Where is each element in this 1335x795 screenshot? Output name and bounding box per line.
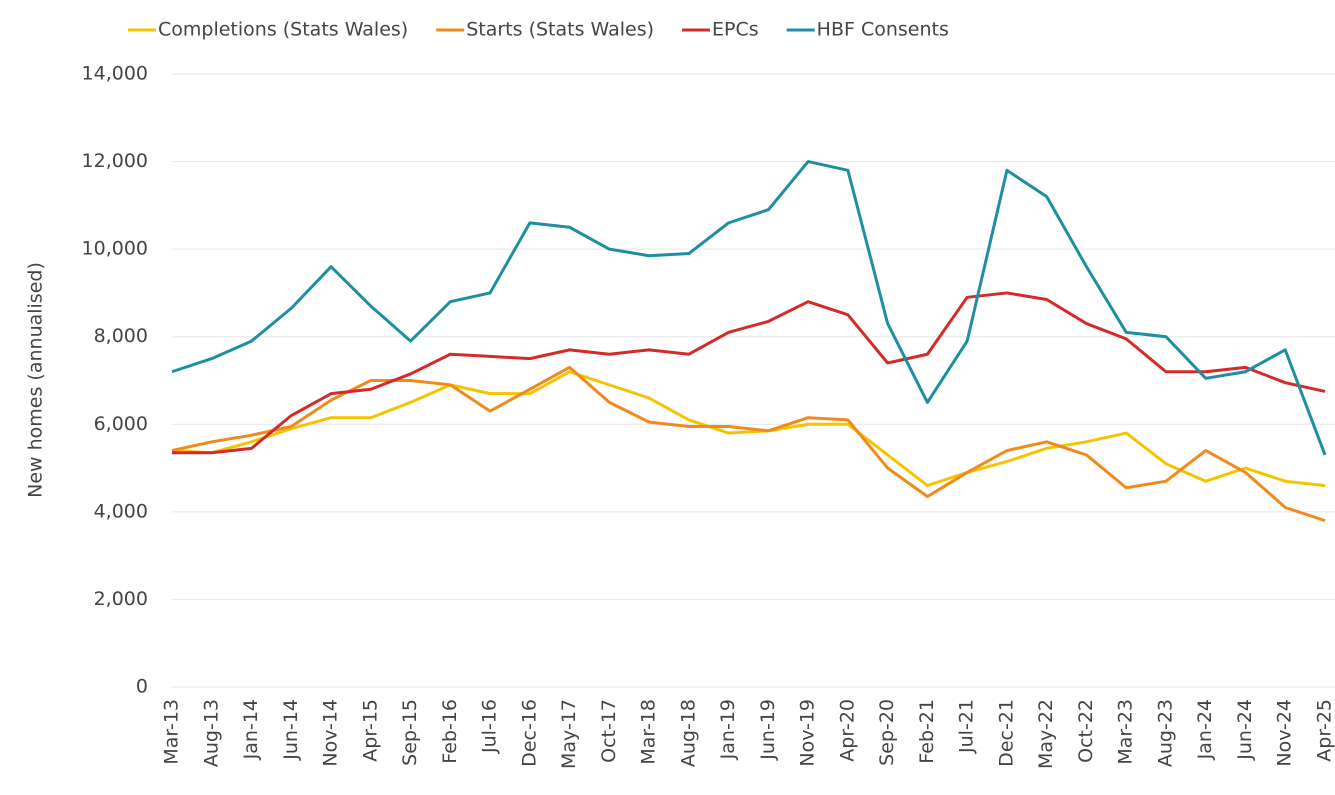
x-tick-label: Mar-23 — [1115, 699, 1137, 765]
x-tick-label: Sep-20 — [876, 699, 898, 766]
x-tick-label: Dec-16 — [518, 699, 540, 767]
x-tick-label: Nov-14 — [320, 699, 342, 767]
series-line — [171, 160, 1327, 456]
x-tick-label: Jul-21 — [956, 699, 978, 754]
x-tick-label: Jun-24 — [1234, 699, 1256, 761]
y-tick-label: 2,000 — [94, 588, 148, 610]
y-tick-label: 4,000 — [94, 500, 148, 522]
x-tick-label: Mar-13 — [161, 699, 183, 765]
y-tick-label: 14,000 — [82, 63, 148, 85]
y-tick-label: 10,000 — [82, 238, 148, 260]
x-tick-label: Apr-15 — [359, 699, 381, 762]
series-line — [171, 365, 1326, 523]
legend-label: HBF Consents — [817, 19, 949, 41]
y-tick-label: 6,000 — [94, 413, 148, 435]
x-tick-label: Nov-24 — [1274, 699, 1296, 767]
x-tick-label: Feb-21 — [916, 699, 938, 764]
x-tick-label: Sep-15 — [399, 699, 421, 766]
x-tick-label: May-17 — [558, 699, 580, 769]
x-tick-label: Apr-20 — [836, 699, 858, 762]
x-tick-label: Jan-19 — [717, 699, 739, 760]
x-tick-label: Apr-25 — [1314, 699, 1335, 762]
x-tick-label: Nov-19 — [797, 699, 819, 767]
x-tick-label: Jun-19 — [757, 699, 779, 761]
y-tick-label: 0 — [136, 676, 148, 698]
x-tick-label: Aug-13 — [200, 699, 222, 767]
legend-label: EPCs — [712, 19, 759, 41]
x-tick-label: Feb-16 — [439, 699, 461, 764]
x-tick-label: Aug-18 — [677, 699, 699, 767]
y-axis-label: New homes (annualised) — [25, 262, 47, 498]
x-tick-label: Jan-24 — [1194, 699, 1216, 760]
x-tick-label: Jul-16 — [479, 699, 501, 754]
x-tick-label: Mar-18 — [638, 699, 660, 765]
legend-label: Completions (Stats Wales) — [158, 19, 408, 41]
x-tick-label: Jun-14 — [280, 699, 302, 761]
series-line — [171, 370, 1326, 488]
x-tick-label: Oct-22 — [1075, 699, 1097, 763]
x-tick-label: Oct-17 — [598, 699, 620, 763]
x-tick-label: Dec-21 — [995, 699, 1017, 767]
x-tick-label: May-22 — [1035, 699, 1057, 769]
y-tick-label: 8,000 — [94, 325, 148, 347]
x-tick-label: Aug-23 — [1154, 699, 1176, 767]
legend-label: Starts (Stats Wales) — [466, 19, 654, 41]
x-tick-label: Jan-14 — [240, 699, 262, 760]
series-line — [172, 291, 1326, 455]
y-tick-label: 12,000 — [82, 150, 148, 172]
